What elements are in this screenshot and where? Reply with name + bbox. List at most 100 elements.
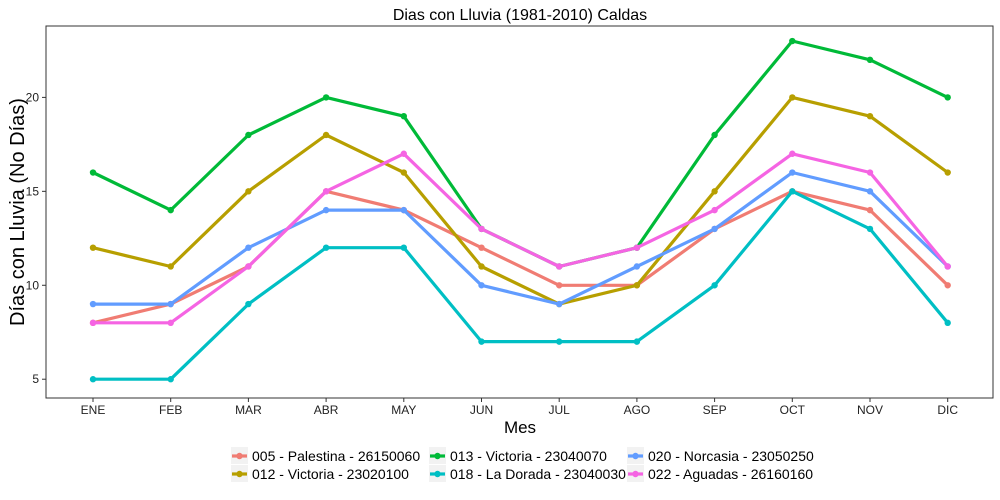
data-point	[167, 206, 174, 214]
legend-key-point	[632, 452, 639, 460]
data-point	[866, 206, 874, 214]
data-point	[322, 188, 330, 195]
data-point	[167, 263, 174, 270]
x-tick-label: AGO	[624, 403, 651, 417]
data-point	[556, 282, 563, 289]
data-point	[944, 169, 951, 176]
data-point	[633, 338, 641, 345]
data-point	[89, 300, 97, 308]
data-point	[866, 56, 874, 64]
data-point	[89, 169, 97, 176]
data-point	[711, 282, 718, 289]
series-line	[91, 39, 950, 269]
data-point	[167, 300, 174, 308]
legend-key-point	[434, 452, 441, 460]
data-point	[789, 150, 796, 157]
y-tick-label: 10	[26, 278, 40, 292]
data-point	[866, 225, 874, 233]
data-point	[944, 263, 951, 270]
data-point	[245, 244, 252, 251]
legend-label: 022 - Aguadas - 26160160	[648, 466, 813, 482]
x-tick-label: JUN	[470, 403, 493, 417]
legend-item: 005 - Palestina - 26150060	[231, 447, 420, 464]
legend-item: 022 - Aguadas - 26160160	[627, 465, 813, 482]
data-point	[89, 376, 97, 383]
x-tick-label: JUL	[549, 403, 571, 417]
data-point	[245, 300, 252, 308]
plot-panel	[45, 25, 994, 399]
data-point	[478, 338, 485, 345]
data-point	[478, 263, 485, 270]
y-tick-label: 15	[26, 184, 40, 198]
x-tick-label: ENE	[81, 403, 106, 417]
x-tick-label: MAY	[391, 403, 416, 417]
legend-key-point	[236, 470, 243, 478]
chart-title: Dias con Lluvia (1981-2010) Caldas	[393, 7, 647, 24]
data-point	[556, 263, 563, 270]
series-line	[91, 170, 950, 306]
series-line	[91, 95, 950, 306]
data-point	[478, 282, 485, 289]
data-point	[866, 188, 874, 195]
data-point	[400, 169, 407, 176]
series-6	[89, 150, 951, 327]
x-tick-label: ABR	[314, 403, 339, 417]
legend-key-point	[434, 470, 441, 478]
data-point	[633, 282, 641, 289]
data-point	[322, 94, 330, 101]
x-tick-label: MAR	[235, 403, 262, 417]
legend-item: 018 - La Dorada - 23040030	[429, 465, 626, 482]
data-point	[944, 94, 951, 101]
legend-label: 018 - La Dorada - 23040030	[450, 466, 626, 482]
legend-item: 013 - Victoria - 23040070	[429, 447, 607, 464]
legend: 005 - Palestina - 26150060 012 - Victoria…	[231, 447, 814, 482]
x-tick-label: SEP	[703, 403, 727, 417]
data-point	[866, 112, 874, 120]
series-layer	[89, 37, 951, 383]
data-point	[633, 263, 641, 270]
data-point	[167, 319, 174, 327]
data-point	[245, 263, 252, 270]
data-point	[89, 244, 97, 251]
data-point	[866, 169, 874, 176]
data-point	[556, 338, 563, 345]
data-point	[789, 188, 796, 195]
x-axis-title: Mes	[504, 418, 536, 437]
data-point	[400, 244, 407, 251]
data-point	[400, 206, 407, 214]
data-point	[400, 112, 407, 120]
legend-label: 013 - Victoria - 23040070	[450, 448, 607, 464]
data-point	[556, 300, 563, 308]
series-1	[89, 188, 951, 327]
data-point	[711, 225, 718, 233]
data-point	[245, 188, 252, 195]
data-point	[400, 150, 407, 157]
data-point	[633, 244, 641, 251]
series-4	[89, 188, 951, 383]
legend-item: 020 - Norcasia - 23050250	[627, 447, 814, 464]
y-axis-title: Días con Lluvia (No Días)	[7, 98, 29, 326]
series-2	[89, 94, 951, 308]
legend-label: 005 - Palestina - 26150060	[252, 448, 420, 464]
series-line	[91, 189, 950, 325]
legend-key-point	[236, 452, 243, 460]
data-point	[789, 94, 796, 101]
data-point	[322, 206, 330, 214]
data-point	[789, 169, 796, 176]
legend-label: 012 - Victoria - 23020100	[252, 466, 409, 482]
series-line	[91, 152, 950, 325]
data-point	[944, 282, 951, 289]
x-axis: ENE FEB MAR ABR MAY JUN JUL AGO SEP OCT NOV DIC	[81, 398, 958, 417]
data-point	[89, 319, 97, 327]
legend-key-point	[632, 470, 639, 478]
x-tick-label: NOV	[857, 403, 883, 417]
series-3	[89, 37, 951, 270]
x-tick-label: OCT	[780, 403, 806, 417]
data-point	[322, 244, 330, 251]
series-line	[91, 189, 950, 381]
data-point	[478, 244, 485, 251]
y-tick-label: 5	[32, 372, 39, 386]
data-point	[789, 37, 796, 45]
data-point	[478, 225, 485, 233]
